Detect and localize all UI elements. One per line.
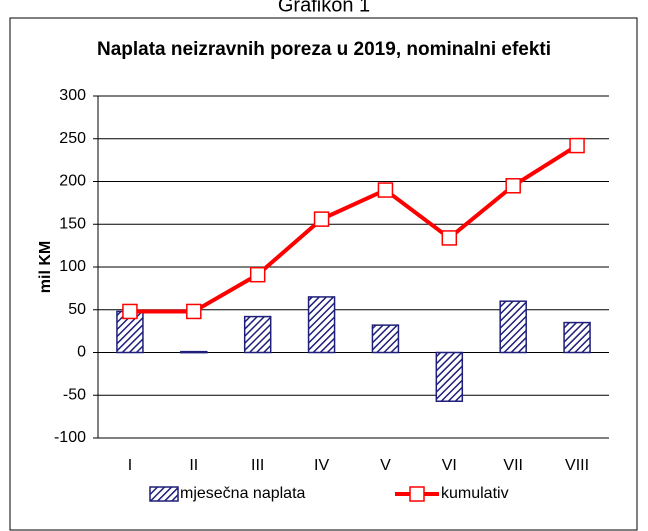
x-tick-label: III [251,457,264,474]
y-tick-label: 100 [59,258,86,275]
legend-swatch [409,486,425,502]
legend-label: mjesečna naplata [180,485,306,502]
x-tick-label: IV [314,457,329,474]
y-tick-label: -100 [54,429,86,446]
bar [307,296,336,354]
bar [435,351,464,402]
legend-swatch [149,486,179,502]
marker [377,182,394,198]
marker [505,178,521,194]
marker [122,303,138,320]
x-tick-label: VII [503,457,523,474]
x-tick-label: VIII [565,457,589,474]
bar [563,321,591,354]
chart-title: Naplata neizravnih poreza u 2019, nomina… [97,39,551,60]
bar [371,324,400,354]
legend-label: kumulativ [441,485,509,502]
y-tick-label: 150 [59,215,86,232]
bar [243,315,272,354]
caption: Grafikon 1 [278,0,370,16]
marker [249,266,266,283]
bar [180,350,208,354]
y-tick-label: 300 [59,87,86,104]
marker [441,230,458,246]
marker [569,137,585,154]
y-axis-label: mil KM [37,241,54,293]
marker [186,303,202,320]
y-tick-label: 250 [59,130,86,147]
marker [313,211,330,227]
y-tick-label: -50 [63,386,86,403]
x-tick-label: VI [442,457,457,474]
x-tick-label: II [189,457,198,474]
x-tick-label: I [128,457,132,474]
line [129,143,579,314]
y-tick-label: 50 [68,301,86,318]
bar [499,300,527,354]
x-tick-label: V [380,457,391,474]
chart-frame [9,17,638,531]
y-tick-label: 200 [59,173,86,190]
y-tick-label: 0 [77,344,86,361]
